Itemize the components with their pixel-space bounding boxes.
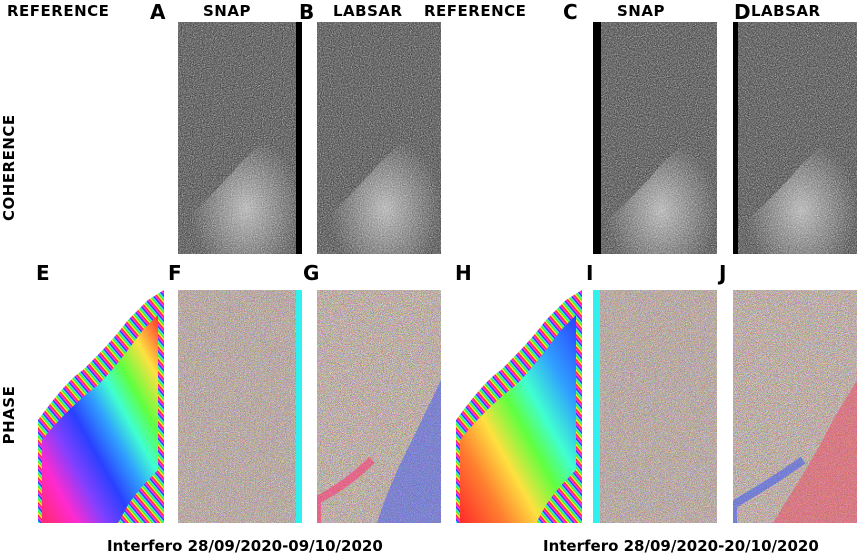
column-header-snap-1: SNAP <box>203 2 251 20</box>
phase-image-reference-1 <box>38 290 164 523</box>
panel-letter-i: I <box>586 261 594 285</box>
panel-letter-c: C <box>563 0 578 24</box>
caption-interfero-1: Interfero 28/09/2020-09/10/2020 <box>107 537 383 555</box>
panel-letter-a: A <box>150 0 166 24</box>
column-header-labsar-2: LABSAR <box>751 2 821 20</box>
phase-image-labsar-2 <box>733 290 857 523</box>
panel-letter-h: H <box>455 261 472 285</box>
row-label-coherence: COHERENCE <box>0 114 18 221</box>
row-label-phase: PHASE <box>0 385 18 445</box>
coherence-image-snap-1 <box>178 22 302 254</box>
caption-interfero-2: Interfero 28/09/2020-20/10/2020 <box>543 537 819 555</box>
panel-letter-g: G <box>303 261 320 285</box>
coherence-image-labsar-2 <box>733 22 857 254</box>
panel-letter-d: D <box>734 0 751 24</box>
coherence-image-snap-2 <box>593 22 717 254</box>
column-header-snap-2: SNAP <box>617 2 665 20</box>
phase-image-snap-2 <box>593 290 717 523</box>
phase-image-snap-1 <box>178 290 302 523</box>
panel-letter-j: J <box>719 261 727 285</box>
column-header-labsar-1: LABSAR <box>333 2 403 20</box>
phase-image-reference-2 <box>456 290 582 523</box>
column-header-reference-1: REFERENCE <box>7 2 110 20</box>
panel-letter-e: E <box>36 261 50 285</box>
panel-letter-f: F <box>168 261 182 285</box>
panel-letter-b: B <box>299 0 315 24</box>
coherence-image-labsar-1 <box>317 22 441 254</box>
phase-image-labsar-1 <box>317 290 441 523</box>
column-header-reference-2: REFERENCE <box>424 2 527 20</box>
